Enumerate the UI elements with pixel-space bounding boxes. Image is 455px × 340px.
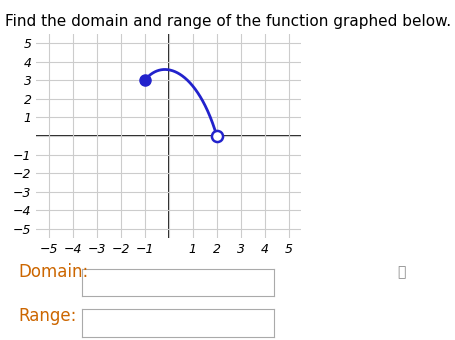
Text: Domain:: Domain: [18,263,88,281]
Text: 🔍: 🔍 [396,265,404,279]
Text: Find the domain and range of the function graphed below.: Find the domain and range of the functio… [5,14,450,29]
Text: Range:: Range: [18,307,76,325]
